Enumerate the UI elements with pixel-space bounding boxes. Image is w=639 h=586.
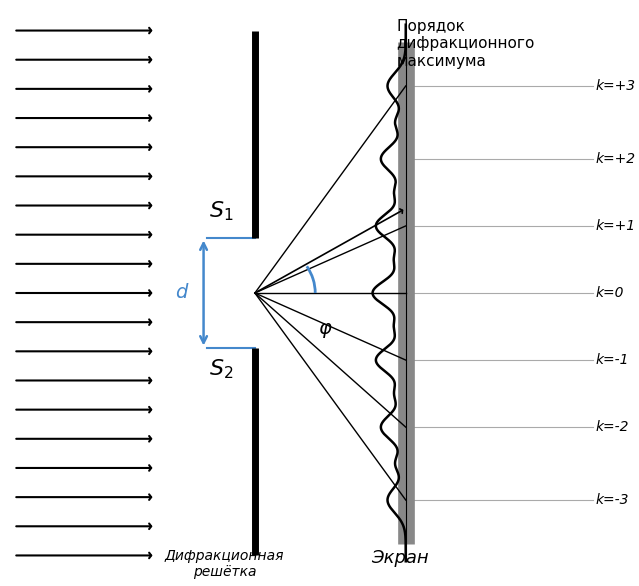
Text: k=+2: k=+2: [596, 152, 636, 166]
Text: Порядок
дифракционного
максимума: Порядок дифракционного максимума: [397, 19, 535, 69]
Text: k=0: k=0: [596, 286, 624, 300]
Text: k=-2: k=-2: [596, 420, 629, 434]
Text: k=+3: k=+3: [596, 79, 636, 93]
Text: k=+1: k=+1: [596, 219, 636, 233]
Text: Дифракционная
решётка: Дифракционная решётка: [165, 548, 284, 579]
Text: Экран: Экран: [371, 549, 429, 567]
Text: $S_1$: $S_1$: [210, 199, 234, 223]
Text: $d$: $d$: [175, 284, 190, 302]
Text: $S_2$: $S_2$: [210, 357, 234, 381]
Text: k=-1: k=-1: [596, 353, 629, 367]
Text: k=-3: k=-3: [596, 493, 629, 507]
Text: φ: φ: [318, 319, 331, 338]
